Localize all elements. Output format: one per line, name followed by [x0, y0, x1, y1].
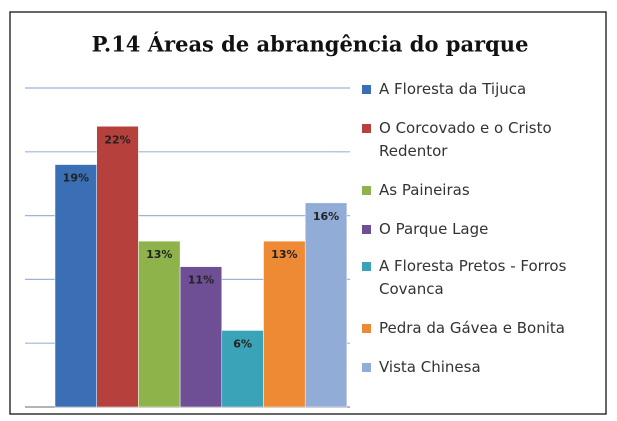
legend-swatch — [362, 262, 371, 271]
bar — [96, 126, 139, 408]
legend-swatch — [362, 225, 371, 234]
data-label: 13% — [146, 248, 172, 261]
legend-entry: Vista Chinesa — [360, 356, 600, 379]
data-label: 22% — [104, 133, 130, 146]
legend-entry: Pedra da Gávea e Bonita — [360, 317, 600, 340]
legend-label: Pedra da Gávea e Bonita — [379, 319, 565, 337]
data-label: 13% — [271, 248, 297, 261]
legend-swatch — [362, 186, 371, 195]
data-label: 19% — [63, 172, 89, 185]
legend-entry: As Paineiras — [360, 179, 600, 202]
legend-entry: O Parque Lage — [360, 218, 600, 241]
legend-label: O Corcovado e o Cristo Redentor — [379, 119, 552, 160]
bar — [138, 240, 181, 408]
legend-label: As Paineiras — [379, 181, 470, 199]
bar — [221, 330, 264, 408]
legend-swatch — [362, 85, 371, 94]
data-label: 11% — [188, 274, 214, 287]
legend-entry: A Floresta Pretos - Forros Covanca — [360, 255, 600, 301]
legend-label: A Floresta da Tijuca — [379, 80, 527, 98]
legend-swatch — [362, 324, 371, 333]
bar — [304, 202, 348, 408]
data-label: 16% — [313, 210, 339, 223]
legend-label: Vista Chinesa — [379, 358, 481, 376]
legend-swatch — [362, 363, 371, 372]
bar — [54, 164, 97, 408]
bar — [263, 240, 306, 408]
data-label: 6% — [233, 337, 252, 350]
legend-label: O Parque Lage — [379, 220, 489, 238]
legend-label: A Floresta Pretos - Forros Covanca — [379, 257, 567, 298]
legend: A Floresta da Tijuca O Corcovado e o Cris… — [360, 78, 600, 395]
legend-entry: A Floresta da Tijuca — [360, 78, 600, 101]
bar — [179, 266, 223, 408]
legend-swatch — [362, 124, 371, 133]
chart-title: P.14 Áreas de abrangência do parque — [92, 32, 529, 57]
legend-entry: O Corcovado e o Cristo Redentor — [360, 117, 600, 163]
